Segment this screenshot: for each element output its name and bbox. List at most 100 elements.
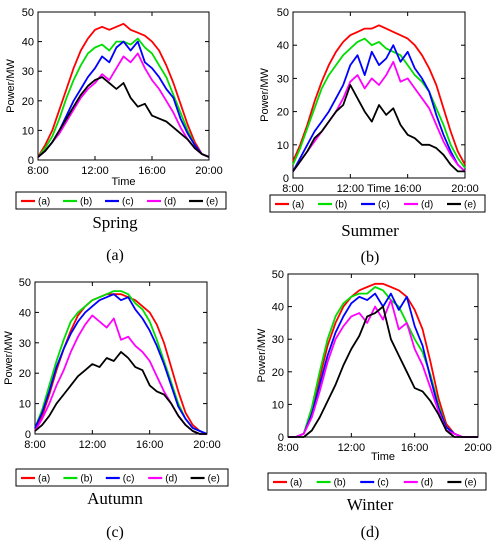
- x-tick-label: 20:00: [193, 439, 221, 451]
- legend-label-c: (c): [123, 474, 135, 485]
- x-tick-label: 8:00: [277, 442, 298, 454]
- series-line-b: [292, 37, 466, 169]
- x-tick-label: 12:00: [337, 183, 365, 195]
- y-tick-label: 40: [19, 307, 31, 319]
- chart-panel-3: 0 10 20 30 40 50 8:00 12:00 16:00 20:00 Power/MW (a…: [3, 277, 229, 541]
- x-tick-label: 16:00: [138, 165, 166, 177]
- y-tick-label: 10: [22, 125, 34, 137]
- series-line-e: [34, 351, 207, 435]
- series-line-a: [37, 22, 210, 158]
- y-tick-label: 40: [272, 302, 284, 314]
- legend: (a) (b) (c) (d) (e): [15, 191, 227, 210]
- x-tick-label: 16:00: [401, 442, 429, 454]
- plot-area: [292, 11, 466, 179]
- legend-box: [267, 472, 487, 491]
- x-tick-label: 16:00: [394, 183, 422, 195]
- plot-area: [287, 273, 479, 438]
- series-line-c: [292, 44, 466, 173]
- legend-label-a: (a): [38, 197, 50, 208]
- legend-box: [15, 191, 227, 210]
- legend-label-a: (a): [290, 478, 302, 489]
- plot-area: [37, 11, 210, 161]
- series-line-e: [292, 84, 465, 173]
- legend-label-d: (d): [165, 474, 177, 485]
- legend-label-b: (b): [335, 200, 347, 211]
- legend-label-a: (a): [292, 200, 304, 211]
- panel-label: (b): [361, 249, 380, 266]
- y-tick-label: 30: [277, 73, 289, 85]
- y-tick-label: 40: [22, 37, 34, 49]
- y-tick-label: 30: [19, 338, 31, 350]
- x-axis-label: Time: [371, 451, 395, 463]
- season-caption: Autumn: [87, 489, 143, 508]
- y-tick-label: 20: [272, 367, 284, 379]
- series-line-b: [34, 290, 208, 435]
- y-tick-label: 20: [277, 107, 289, 119]
- y-tick-label: 10: [19, 399, 31, 411]
- panel-label: (a): [106, 247, 124, 264]
- y-tick-label: 50: [277, 7, 289, 19]
- legend-label-a: (a): [38, 474, 50, 485]
- y-tick-label: 0: [283, 173, 289, 185]
- y-tick-label: 20: [19, 368, 31, 380]
- y-axis-label: Power/MW: [5, 58, 17, 112]
- season-caption: Winter: [347, 495, 394, 514]
- y-tick-label: 20: [22, 96, 34, 108]
- y-axis-label: Power/MW: [3, 330, 15, 384]
- legend-label-e: (e): [464, 200, 476, 211]
- y-tick-label: 50: [272, 269, 284, 281]
- legend-label-d: (d): [421, 200, 433, 211]
- x-axis-label: Time: [367, 183, 391, 195]
- x-axis-label: Time: [111, 176, 135, 188]
- x-tick-label: 16:00: [136, 439, 164, 451]
- series-line-e: [37, 76, 210, 158]
- legend-label-b: (b): [334, 478, 346, 489]
- plot-area: [34, 281, 208, 435]
- y-tick-label: 0: [28, 155, 34, 167]
- series-line-c: [34, 293, 208, 435]
- legend-label-c: (c): [122, 197, 134, 208]
- legend-label-d: (d): [421, 478, 433, 489]
- chart-panel-2: 0 10 20 30 40 50 8:00 12:00 16:00 20:00 Time Power/…: [259, 7, 486, 266]
- y-tick-label: 40: [277, 40, 289, 52]
- y-tick-label: 0: [25, 429, 31, 441]
- legend-label-b: (b): [80, 197, 92, 208]
- legend-label-d: (d): [164, 197, 176, 208]
- x-tick-label: 20:00: [464, 442, 492, 454]
- y-tick-label: 30: [22, 66, 34, 78]
- legend-box: [269, 194, 486, 213]
- series-line-e: [288, 305, 478, 438]
- y-axis-label: Power/MW: [256, 328, 268, 382]
- x-tick-label: 12:00: [338, 442, 366, 454]
- y-tick-label: 10: [272, 399, 284, 411]
- x-tick-label: 12:00: [79, 439, 107, 451]
- legend-label-c: (c): [377, 478, 389, 489]
- legend-box: [15, 468, 229, 487]
- series-line-c: [37, 40, 210, 158]
- y-tick-label: 0: [278, 432, 284, 444]
- legend-label-e: (e): [464, 478, 476, 489]
- season-caption: Spring: [92, 213, 138, 232]
- x-tick-label: 20:00: [195, 165, 223, 177]
- y-tick-label: 50: [22, 7, 34, 19]
- x-tick-label: 12:00: [81, 165, 109, 177]
- legend-label-e: (e): [206, 197, 218, 208]
- series-line-a: [292, 24, 466, 166]
- legend: (a) (b) (c) (d) (e): [269, 194, 486, 213]
- legend: (a) (b) (c) (d) (e): [267, 472, 487, 491]
- season-caption: Summer: [341, 221, 399, 240]
- legend-label-b: (b): [80, 474, 92, 485]
- y-tick-label: 50: [19, 277, 31, 289]
- chart-panel-1: 0 10 20 30 40 50 8:00 12:00 16:00 20:00 Time Power/…: [5, 7, 227, 264]
- x-tick-label: 20:00: [451, 183, 479, 195]
- y-tick-label: 10: [277, 140, 289, 152]
- series-line-d: [37, 52, 210, 158]
- x-tick-label: 8:00: [27, 165, 48, 177]
- x-tick-label: 8:00: [24, 439, 45, 451]
- chart-panel-4: 0 10 20 30 40 50 8:00 12:00 16:00 20:00 Time Power/…: [256, 269, 492, 541]
- legend-label-e: (e): [208, 474, 220, 485]
- y-tick-label: 30: [272, 334, 284, 346]
- legend: (a) (b) (c) (d) (e): [15, 468, 229, 487]
- panel-label: (d): [361, 524, 380, 541]
